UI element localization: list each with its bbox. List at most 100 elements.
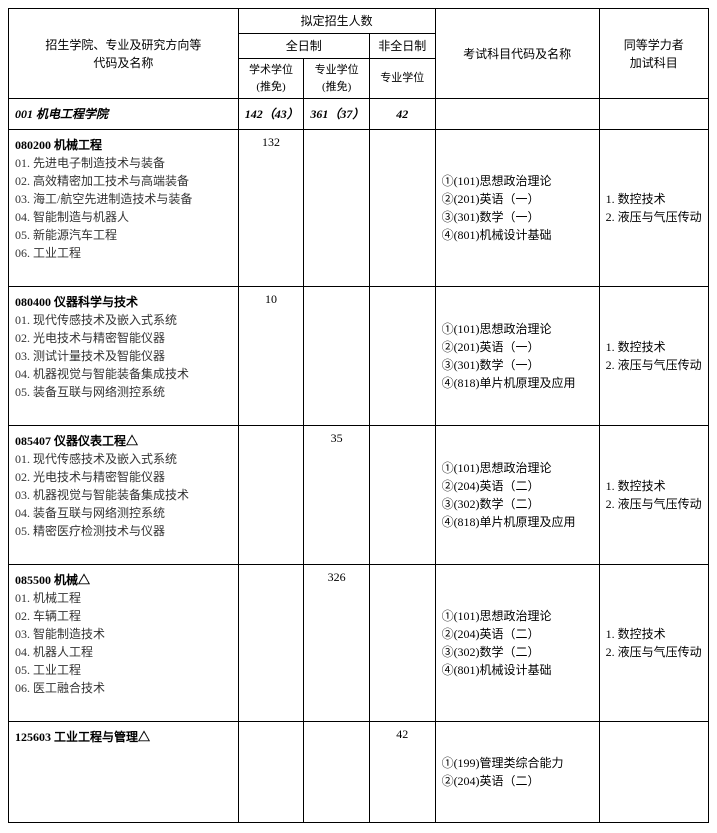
school-summary-row: 001 机电工程学院 142（43） 361（37） 42 (9, 99, 709, 130)
school-prof-total: 361（37） (304, 99, 370, 130)
exam-line: ①(101)思想政治理论 (442, 320, 593, 338)
additional-line: 2. 液压与气压传动 (606, 208, 702, 226)
exam-line: ①(101)思想政治理论 (442, 172, 593, 190)
header-professional: 专业学位(推免) (304, 59, 370, 99)
direction-line: 05. 装备互联与网络测控系统 (15, 383, 232, 401)
header-academic: 学术学位(推免) (238, 59, 304, 99)
header-additional: 同等学力者加试科目 (599, 9, 708, 99)
major-main-cell: 125603 工业工程与管理△ (9, 722, 239, 823)
additional-line: 1. 数控技术 (606, 477, 702, 495)
direction-line: 03. 机器视觉与智能装备集成技术 (15, 486, 232, 504)
major-part-num: 42 (369, 722, 435, 823)
exam-line: ②(201)英语（一） (442, 338, 593, 356)
major-prof-num (304, 130, 370, 287)
direction-line: 03. 海工/航空先进制造技术与装备 (15, 190, 232, 208)
major-addl-cell: 1. 数控技术2. 液压与气压传动 (599, 130, 708, 287)
major-row: 085407 仪器仪表工程△ 01. 现代传感技术及嵌入式系统02. 光电技术与… (9, 426, 709, 565)
major-acad-num (238, 426, 304, 565)
direction-line: 06. 医工融合技术 (15, 679, 232, 697)
school-part-total: 42 (369, 99, 435, 130)
direction-line: 04. 机器视觉与智能装备集成技术 (15, 365, 232, 383)
header-fulltime: 全日制 (238, 34, 369, 59)
additional-line: 1. 数控技术 (606, 625, 702, 643)
additional-line: 2. 液压与气压传动 (606, 356, 702, 374)
major-part-num (369, 287, 435, 426)
major-code-name: 125603 工业工程与管理△ (15, 728, 232, 746)
exam-line: ②(204)英语（二） (442, 625, 593, 643)
exam-line: ①(101)思想政治理论 (442, 459, 593, 477)
major-code-name: 085407 仪器仪表工程△ (15, 432, 232, 450)
major-part-num (369, 130, 435, 287)
major-exam-cell: ①(199)管理类综合能力②(204)英语（二） (435, 722, 599, 823)
school-acad-total: 142（43） (238, 99, 304, 130)
direction-line: 01. 现代传感技术及嵌入式系统 (15, 311, 232, 329)
header-plan: 拟定招生人数 (238, 9, 435, 34)
additional-line: 2. 液压与气压传动 (606, 495, 702, 513)
direction-line: 02. 光电技术与精密智能仪器 (15, 468, 232, 486)
exam-line: ①(199)管理类综合能力 (442, 754, 593, 772)
table-header: 招生学院、专业及研究方向等代码及名称 拟定招生人数 考试科目代码及名称 同等学力… (9, 9, 709, 99)
direction-line: 05. 新能源汽车工程 (15, 226, 232, 244)
exam-line: ②(204)英语（二） (442, 772, 593, 790)
major-exam-cell: ①(101)思想政治理论②(204)英语（二）③(302)数学（二）④(818)… (435, 426, 599, 565)
major-acad-num (238, 722, 304, 823)
direction-line: 01. 现代传感技术及嵌入式系统 (15, 450, 232, 468)
direction-line: 03. 智能制造技术 (15, 625, 232, 643)
direction-line: 02. 高效精密加工技术与高端装备 (15, 172, 232, 190)
major-prof-num: 326 (304, 565, 370, 722)
table-body: 001 机电工程学院 142（43） 361（37） 42 080200 机械工… (9, 99, 709, 823)
school-addl-empty (599, 99, 708, 130)
major-code-name: 080400 仪器科学与技术 (15, 293, 232, 311)
major-acad-num: 10 (238, 287, 304, 426)
major-exam-cell: ①(101)思想政治理论②(201)英语（一）③(301)数学（一）④(818)… (435, 287, 599, 426)
admissions-table: 招生学院、专业及研究方向等代码及名称 拟定招生人数 考试科目代码及名称 同等学力… (8, 8, 709, 823)
exam-line: ③(302)数学（二） (442, 643, 593, 661)
major-main-cell: 085407 仪器仪表工程△ 01. 现代传感技术及嵌入式系统02. 光电技术与… (9, 426, 239, 565)
exam-line: ③(302)数学（二） (442, 495, 593, 513)
exam-line: ③(301)数学（一） (442, 356, 593, 374)
major-row: 085500 机械△ 01. 机械工程02. 车辆工程03. 智能制造技术04.… (9, 565, 709, 722)
major-prof-num (304, 722, 370, 823)
major-main-cell: 085500 机械△ 01. 机械工程02. 车辆工程03. 智能制造技术04.… (9, 565, 239, 722)
major-row: 080200 机械工程 01. 先进电子制造技术与装备02. 高效精密加工技术与… (9, 130, 709, 287)
major-addl-cell: 1. 数控技术2. 液压与气压传动 (599, 287, 708, 426)
major-acad-num: 132 (238, 130, 304, 287)
exam-line: ③(301)数学（一） (442, 208, 593, 226)
major-addl-cell: 1. 数控技术2. 液压与气压传动 (599, 426, 708, 565)
major-part-num (369, 426, 435, 565)
major-main-cell: 080400 仪器科学与技术 01. 现代传感技术及嵌入式系统02. 光电技术与… (9, 287, 239, 426)
major-main-cell: 080200 机械工程 01. 先进电子制造技术与装备02. 高效精密加工技术与… (9, 130, 239, 287)
exam-line: ④(818)单片机原理及应用 (442, 374, 593, 392)
direction-line: 02. 车辆工程 (15, 607, 232, 625)
direction-line: 02. 光电技术与精密智能仪器 (15, 329, 232, 347)
exam-line: ②(204)英语（二） (442, 477, 593, 495)
direction-line: 01. 先进电子制造技术与装备 (15, 154, 232, 172)
additional-line: 1. 数控技术 (606, 338, 702, 356)
major-part-num (369, 565, 435, 722)
major-row: 080400 仪器科学与技术 01. 现代传感技术及嵌入式系统02. 光电技术与… (9, 287, 709, 426)
direction-line: 05. 精密医疗检测技术与仪器 (15, 522, 232, 540)
major-prof-num: 35 (304, 426, 370, 565)
header-parttime: 非全日制 (369, 34, 435, 59)
exam-line: ④(801)机械设计基础 (442, 226, 593, 244)
direction-line: 05. 工业工程 (15, 661, 232, 679)
additional-line: 1. 数控技术 (606, 190, 702, 208)
major-addl-cell: 1. 数控技术2. 液压与气压传动 (599, 565, 708, 722)
exam-line: ④(801)机械设计基础 (442, 661, 593, 679)
major-exam-cell: ①(101)思想政治理论②(204)英语（二）③(302)数学（二）④(801)… (435, 565, 599, 722)
additional-line: 2. 液压与气压传动 (606, 643, 702, 661)
exam-line: ①(101)思想政治理论 (442, 607, 593, 625)
major-addl-cell (599, 722, 708, 823)
direction-line: 04. 智能制造与机器人 (15, 208, 232, 226)
header-professional-part: 专业学位 (369, 59, 435, 99)
direction-line: 03. 测试计量技术及智能仪器 (15, 347, 232, 365)
school-exam-empty (435, 99, 599, 130)
major-prof-num (304, 287, 370, 426)
direction-line: 06. 工业工程 (15, 244, 232, 262)
major-exam-cell: ①(101)思想政治理论②(201)英语（一）③(301)数学（一）④(801)… (435, 130, 599, 287)
exam-line: ②(201)英语（一） (442, 190, 593, 208)
school-name: 001 机电工程学院 (9, 99, 239, 130)
header-main: 招生学院、专业及研究方向等代码及名称 (9, 9, 239, 99)
major-code-name: 085500 机械△ (15, 571, 232, 589)
direction-line: 04. 装备互联与网络测控系统 (15, 504, 232, 522)
